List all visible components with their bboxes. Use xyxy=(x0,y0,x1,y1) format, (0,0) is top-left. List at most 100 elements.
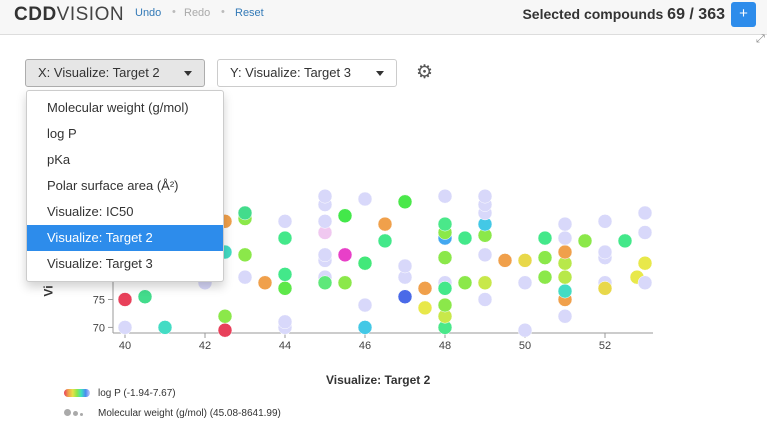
scatter-point[interactable] xyxy=(637,255,653,271)
scatter-point[interactable] xyxy=(337,247,353,263)
menu-item-target-2[interactable]: Visualize: Target 2 xyxy=(27,225,223,251)
scatter-point[interactable] xyxy=(317,214,333,229)
scatter-point[interactable] xyxy=(317,247,333,263)
scatter-point[interactable] xyxy=(397,194,413,210)
scatter-point[interactable] xyxy=(277,314,293,330)
scatter-point[interactable] xyxy=(237,269,253,285)
scatter-point[interactable] xyxy=(117,292,133,307)
scatter-point[interactable] xyxy=(157,320,173,335)
scatter-point[interactable] xyxy=(537,250,553,265)
scatter-point[interactable] xyxy=(217,309,233,324)
size-dots-icon xyxy=(64,408,90,419)
scatter-point[interactable] xyxy=(477,275,493,290)
scatter-point[interactable] xyxy=(457,275,473,290)
menu-item-log-p[interactable]: log P xyxy=(47,126,77,141)
scatter-point[interactable] xyxy=(477,247,493,263)
scatter-point[interactable] xyxy=(277,281,293,296)
scatter-point[interactable] xyxy=(357,191,373,207)
scatter-point[interactable] xyxy=(557,283,573,299)
scatter-point[interactable] xyxy=(357,297,373,313)
scatter-point[interactable] xyxy=(597,214,613,229)
scatter-point[interactable] xyxy=(517,322,533,338)
toolbar-separator: • xyxy=(172,6,176,18)
scatter-point[interactable] xyxy=(597,244,613,260)
y-axis-select[interactable]: Y: Visualize: Target 3 xyxy=(217,59,397,87)
scatter-point[interactable] xyxy=(557,230,573,246)
scatter-point[interactable] xyxy=(237,247,253,263)
menu-item-pka[interactable]: pKa xyxy=(47,152,71,167)
scatter-point[interactable] xyxy=(117,320,133,335)
x-axis-select[interactable]: X: Visualize: Target 2 xyxy=(25,59,205,87)
menu-item-ic50[interactable]: Visualize: IC50 xyxy=(47,204,134,219)
scatter-point[interactable] xyxy=(237,205,253,221)
scatter-point[interactable] xyxy=(357,320,373,335)
x-tick-label: 52 xyxy=(599,340,611,352)
scatter-point[interactable] xyxy=(557,244,573,260)
scatter-point[interactable] xyxy=(357,255,373,271)
scatter-point[interactable] xyxy=(477,188,493,204)
toolbar-separator: • xyxy=(221,6,225,18)
selected-compounds-count: 69 / 363 xyxy=(667,6,725,23)
scatter-point[interactable] xyxy=(277,214,293,229)
scatter-point[interactable] xyxy=(637,275,653,290)
scatter-point[interactable] xyxy=(497,253,513,268)
scatter-point[interactable] xyxy=(437,216,453,232)
scatter-point[interactable] xyxy=(277,230,293,246)
scatter-point[interactable] xyxy=(617,233,633,249)
scatter-point[interactable] xyxy=(397,258,413,274)
redo-link[interactable]: Redo xyxy=(184,7,211,19)
y-axis-select-label: Y: Visualize: Target 3 xyxy=(230,65,351,80)
scatter-point[interactable] xyxy=(377,216,393,232)
selected-compounds-label: Selected compounds xyxy=(522,6,664,22)
size-legend-label: Molecular weight (g/mol) (45.08-8641.99) xyxy=(98,408,281,420)
x-axis-dropdown-menu: Molecular weight (g/mol) log P pKa Polar… xyxy=(26,90,224,282)
scatter-point[interactable] xyxy=(537,230,553,246)
reset-link[interactable]: Reset xyxy=(235,7,264,19)
scatter-point[interactable] xyxy=(377,233,393,249)
scatter-point[interactable] xyxy=(557,216,573,232)
scatter-point[interactable] xyxy=(537,269,553,285)
color-legend: log P (-1.94-7.67) xyxy=(64,388,176,399)
scatter-point[interactable] xyxy=(577,233,593,249)
scatter-point[interactable] xyxy=(637,225,653,240)
x-axis-select-label: X: Visualize: Target 2 xyxy=(38,65,160,80)
scatter-point[interactable] xyxy=(457,230,473,246)
x-tick-label: 50 xyxy=(519,340,531,352)
y-tick-label: 70 xyxy=(93,322,105,334)
scatter-point[interactable] xyxy=(337,275,353,290)
expand-icon[interactable]: ⤢ xyxy=(756,33,765,45)
y-axis-title: Vi xyxy=(41,285,56,297)
scatter-point[interactable] xyxy=(517,253,533,268)
undo-link[interactable]: Undo xyxy=(135,7,162,19)
scatter-point[interactable] xyxy=(337,208,353,223)
menu-item-polar-surface-area[interactable]: Polar surface area (Å²) xyxy=(47,178,179,193)
menu-item-molecular-weight[interactable]: Molecular weight (g/mol) xyxy=(47,100,189,115)
x-tick-label: 40 xyxy=(119,340,131,352)
scatter-point[interactable] xyxy=(317,188,333,204)
scatter-point[interactable] xyxy=(417,281,433,296)
scatter-point[interactable] xyxy=(437,281,453,296)
scatter-point[interactable] xyxy=(437,188,453,204)
scatter-point[interactable] xyxy=(437,297,453,313)
color-legend-label: log P (-1.94-7.67) xyxy=(98,388,176,399)
scatter-point[interactable] xyxy=(277,267,293,282)
scatter-point[interactable] xyxy=(517,275,533,290)
scatter-point[interactable] xyxy=(257,275,273,290)
gear-icon[interactable]: ⚙ xyxy=(416,62,434,83)
scatter-point[interactable] xyxy=(317,275,333,290)
add-button[interactable]: + xyxy=(731,2,756,27)
x-tick-label: 44 xyxy=(279,340,291,352)
scatter-point[interactable] xyxy=(397,289,413,304)
scatter-point[interactable] xyxy=(477,292,493,307)
scatter-point[interactable] xyxy=(597,281,613,296)
scatter-point[interactable] xyxy=(217,322,233,338)
scatter-point[interactable] xyxy=(637,205,653,221)
scatter-point[interactable] xyxy=(137,289,153,304)
scatter-point[interactable] xyxy=(557,269,573,285)
caret-down-icon xyxy=(184,71,192,76)
scatter-point[interactable] xyxy=(437,250,453,265)
scatter-point[interactable] xyxy=(557,309,573,324)
scatter-point[interactable] xyxy=(417,300,433,316)
menu-item-target-3[interactable]: Visualize: Target 3 xyxy=(47,256,153,271)
